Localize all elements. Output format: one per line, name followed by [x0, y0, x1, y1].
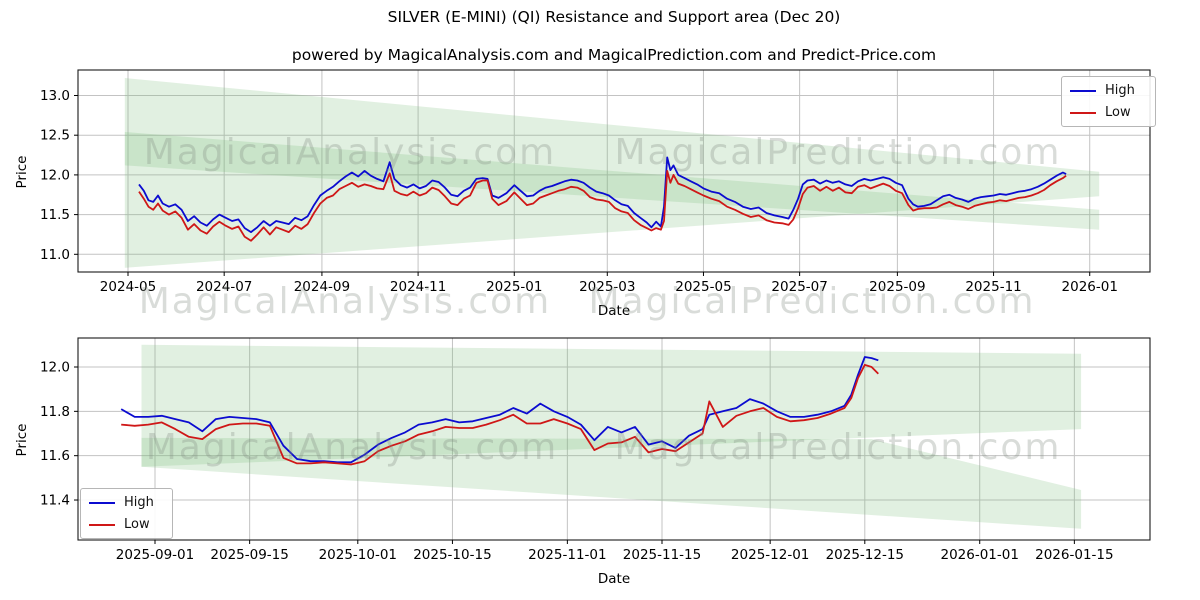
legend-label: High: [1105, 83, 1135, 98]
x-tick-label: 2026-01-15: [1035, 547, 1113, 563]
figure-subtitle: powered by MagicalAnalysis.com and Magic…: [291, 46, 937, 64]
x-tick-label: 2024-07: [196, 279, 252, 295]
x-tick-label: 2026-01-01: [940, 547, 1018, 563]
x-tick-label: 2025-09-15: [210, 547, 288, 563]
main-low-line: [138, 169, 1067, 242]
x-tick-label: 2025-11-01: [528, 547, 606, 563]
watermark-text: MagicalAnalysis.com: [146, 427, 558, 468]
support-resistance-band: [141, 344, 1082, 467]
support-resistance-band: [124, 78, 1100, 268]
x-tick-label: 2025-01: [486, 279, 542, 295]
recent-high-line: [120, 356, 879, 464]
watermark-text: MagicalPrediction.com: [589, 281, 1036, 322]
legend-entry-high: High: [89, 494, 163, 511]
x-tick-label: 2025-05: [675, 279, 731, 295]
x-tick-label: 2024-09: [294, 279, 350, 295]
x-tick-label: 2025-10-15: [413, 547, 491, 563]
x-tick-label: 2025-12-01: [731, 547, 809, 563]
watermark-text: MagicalPrediction.com: [615, 132, 1062, 173]
legend-label: Low: [124, 517, 150, 532]
x-tick-label: 2025-11: [965, 279, 1021, 295]
watermark-text: MagicalAnalysis.com: [144, 132, 556, 173]
x-tick-label: 2025-12-15: [826, 547, 904, 563]
y-tick-label: 12.0: [40, 167, 70, 183]
y-tick-label: 13.0: [40, 88, 70, 104]
y-tick-label: 11.5: [40, 207, 70, 223]
high-line-swatch: [1070, 89, 1096, 92]
x-tick-label: 2024-11: [390, 279, 446, 295]
x-tick-label: 2025-10-01: [319, 547, 397, 563]
y-tick-label: 11.4: [40, 493, 70, 509]
legend-entry-low: Low: [1070, 104, 1146, 121]
high-line-swatch: [89, 501, 115, 504]
main-x-axis-label: Date: [597, 303, 631, 319]
figure-title: SILVER (E-MINI) (QI) Resistance and Supp…: [387, 8, 841, 26]
recent-legend: High Low: [80, 488, 173, 539]
x-tick-label: 2024-05: [100, 279, 156, 295]
x-tick-label: 2025-03: [579, 279, 635, 295]
recent-x-axis-label: Date: [597, 571, 631, 587]
y-tick-label: 11.0: [40, 247, 70, 263]
y-tick-label: 11.8: [40, 404, 70, 420]
recent-low-line: [121, 363, 879, 466]
x-tick-label: 2025-11-15: [623, 547, 701, 563]
main-plot-border: [77, 69, 1151, 273]
watermark-text: MagicalAnalysis.com: [139, 281, 551, 322]
main-high-line: [138, 156, 1067, 234]
support-resistance-band: [124, 132, 1100, 230]
x-tick-label: 2025-09-01: [116, 547, 194, 563]
main-legend: High Low: [1061, 76, 1156, 127]
y-tick-label: 12.5: [40, 128, 70, 144]
legend-entry-high: High: [1070, 82, 1146, 99]
x-tick-label: 2026-01: [1062, 279, 1118, 295]
watermark-text: MagicalPrediction.com: [615, 427, 1062, 468]
x-tick-label: 2025-09: [869, 279, 925, 295]
low-line-swatch: [89, 523, 115, 526]
x-tick-label: 2025-07: [771, 279, 827, 295]
support-resistance-band: [141, 437, 1082, 529]
recent-plot-border: [77, 337, 1151, 541]
legend-entry-low: Low: [89, 516, 163, 533]
y-tick-label: 11.6: [40, 448, 70, 464]
low-line-swatch: [1070, 111, 1096, 114]
legend-label: Low: [1105, 105, 1131, 120]
legend-label: High: [124, 495, 154, 510]
y-tick-label: 12.0: [40, 360, 70, 376]
